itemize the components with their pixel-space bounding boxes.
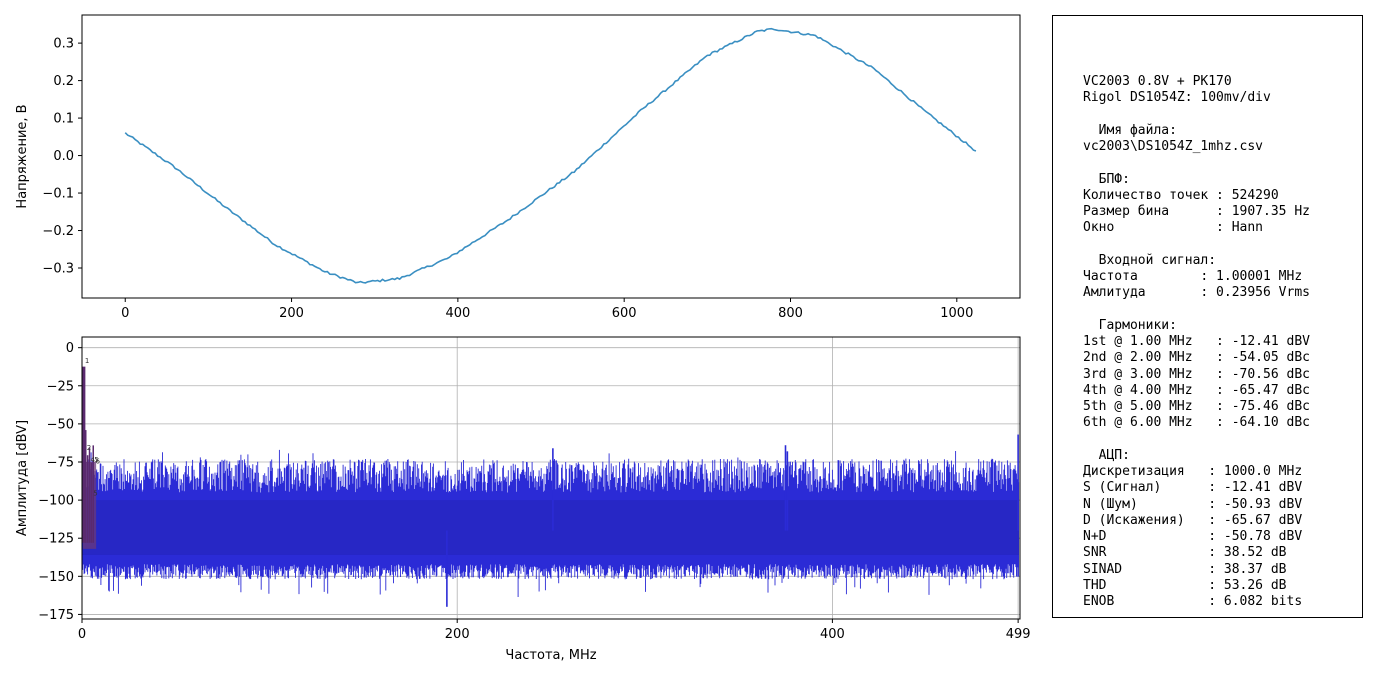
- y-tick-label: −175: [38, 608, 74, 623]
- time-domain-chart: 0 200 400 600 800 1000 −0.3 −0.2 −0.1 0.0 0.1 0.2 0.…: [15, 14, 1021, 321]
- measurement-info-text: VC2003 0.8V + PK170 Rigol DS1054Z: 100mv…: [1083, 74, 1310, 609]
- y-tick-label: −0.1: [42, 187, 74, 202]
- x-tick-label: 200: [445, 627, 470, 642]
- harmonic-marker-label: 2: [87, 444, 91, 452]
- x-tick-label: 800: [778, 306, 803, 321]
- y-tick-label: 0.3: [53, 37, 74, 52]
- x-tick-label: 499: [1006, 627, 1031, 642]
- y-tick-label: −125: [38, 532, 74, 547]
- plot-frame: [81, 14, 1021, 299]
- y-axis-label: Амплитуда [dBV]: [15, 420, 30, 536]
- x-tick-label: 400: [820, 627, 845, 642]
- y-tick-label: 0: [66, 341, 74, 356]
- waveform-series-line: [124, 27, 977, 284]
- y-tick-label: −75: [47, 455, 74, 470]
- spectrum-noise-core: [82, 500, 1019, 555]
- x-tick-label: 200: [279, 306, 304, 321]
- y-axis-label: Напряжение, В: [15, 104, 30, 208]
- x-tick-label: 1000: [940, 306, 973, 321]
- y-tick-label: −0.3: [42, 262, 74, 277]
- y-tick-label: −100: [38, 494, 74, 509]
- y-tick-label: −25: [47, 379, 74, 394]
- y-tick-label: −150: [38, 570, 74, 585]
- x-tick-label: 400: [445, 306, 470, 321]
- x-tick-label: 600: [612, 306, 637, 321]
- y-tick-label: −50: [47, 417, 74, 432]
- harmonic-marker-label: 5: [93, 490, 97, 498]
- x-tick-label: 0: [78, 627, 86, 642]
- y-tick-label: 0.2: [53, 74, 74, 89]
- harmonic-marker-label: 6: [96, 458, 101, 466]
- y-tick-label: −0.2: [42, 224, 74, 239]
- harmonic-marker-label: 1: [85, 357, 89, 365]
- harmonic-marker-label: 5: [94, 456, 98, 464]
- y-tick-label: 0.0: [53, 149, 74, 164]
- plot-frame: [81, 336, 1021, 620]
- x-tick-label: 0: [121, 306, 129, 321]
- x-axis-label: Частота, MHz: [505, 648, 596, 663]
- measurement-info-panel: VC2003 0.8V + PK170 Rigol DS1054Z: 100mv…: [1052, 15, 1363, 618]
- harmonic-marker-label: 4: [90, 456, 95, 464]
- y-tick-label: 0.1: [53, 112, 74, 127]
